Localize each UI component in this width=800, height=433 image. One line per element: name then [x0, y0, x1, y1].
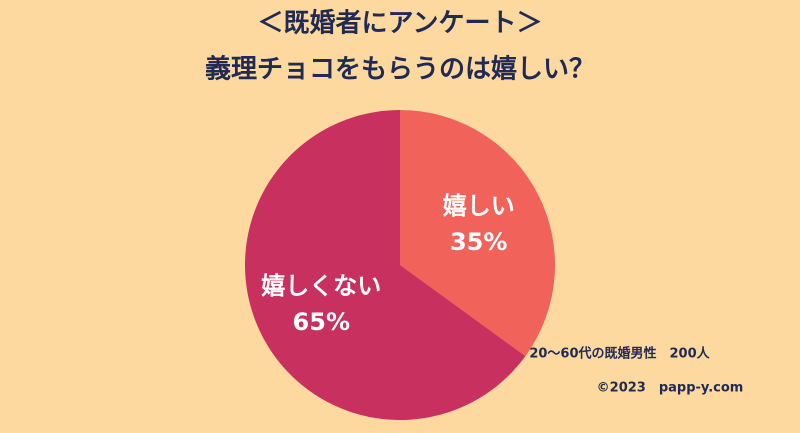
value-label: 65%	[293, 308, 350, 336]
pie-slice	[244, 110, 526, 420]
slice-label: 嬉しくない	[261, 272, 381, 300]
pie-slice	[400, 110, 555, 357]
value-label: 35%	[450, 228, 507, 256]
chart-subtitle: 義理チョコをもらうのは嬉しい？	[205, 55, 595, 85]
annotation: 対象：20〜60代の既婚男性 200人	[489, 346, 710, 362]
slice-label: 嬉しい	[443, 192, 515, 220]
chart-title: ＜既婚者にアンケート＞	[258, 9, 543, 39]
annotation: ©2023 papp-y.com	[597, 381, 744, 396]
